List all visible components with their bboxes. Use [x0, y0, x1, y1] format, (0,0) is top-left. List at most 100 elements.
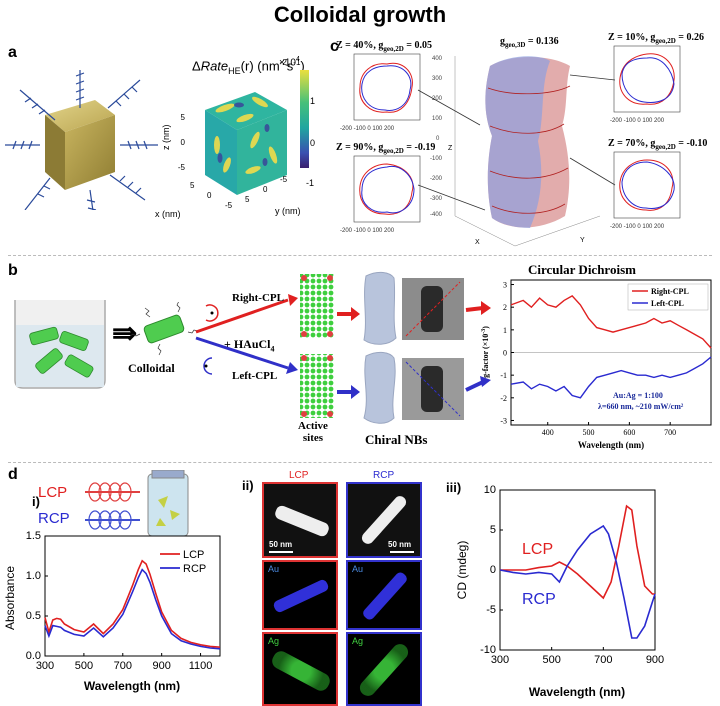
cross-section-z10: -200 -100 0 100 200: [610, 45, 681, 124]
heatmap-top-face: [205, 92, 287, 130]
svg-text:-400: -400: [430, 212, 443, 218]
center-y-axis: Y: [580, 237, 585, 244]
legend-right-cpl: Right-CPL: [651, 287, 689, 296]
cd-mdeg-chart: 10 5 0 -5 -10 300 500 700 900 LCP RCP Wavelengt…: [455, 484, 664, 699]
x-tick-2: -5: [225, 201, 233, 210]
z-tick-2: -5: [178, 163, 186, 172]
series-left-cpl: [510, 356, 712, 399]
y-tick-0: 5: [245, 195, 250, 204]
figure-title: Colloidal growth: [273, 2, 447, 27]
colorbar-tick-pos: 1: [310, 96, 316, 106]
left-cpl-label: Left-CPL: [232, 370, 278, 382]
cd-xtick: 400: [542, 428, 554, 437]
center-z-axis: Z: [448, 145, 453, 152]
annotation-light: λ=660 nm, ~210 mW/cm²: [598, 402, 684, 411]
cd-title: Circular Dichroism: [528, 262, 636, 277]
cd-xtick: 500: [583, 428, 595, 437]
cd-legend: Right-CPL Left-CPL: [627, 283, 709, 311]
panel-d-iii-label: iii): [446, 480, 462, 495]
svg-text:-200 -100 0 100 200: -200 -100 0 100 200: [610, 118, 665, 124]
col-label-lcp: LCP: [289, 470, 309, 481]
colorbar-scale: ×104: [279, 56, 300, 69]
legend-left-cpl: Left-CPL: [651, 299, 684, 308]
ag-map-lcp: Ag: [262, 632, 338, 706]
colloidal-rod: [130, 302, 199, 356]
cube-left-face: [45, 115, 65, 190]
active-sites-lattice: [300, 274, 334, 418]
cpl-arrows: [195, 294, 298, 375]
svg-text:-200 -100 0 100 200: -200 -100 0 100 200: [610, 224, 665, 230]
au-map-lcp: Au: [262, 560, 338, 630]
cdm-xlabel: Wavelength (nm): [529, 685, 625, 699]
abs-xtick: 900: [152, 660, 170, 672]
cdm-ytick: 0: [490, 564, 496, 576]
z-tick-1: 0: [181, 138, 186, 147]
chiral-nbs-label: Chiral NBs: [365, 432, 428, 447]
cube-top-face: [45, 100, 115, 132]
x-tick-0: 5: [190, 181, 195, 190]
cross-section-z40: -200 -100 0 100 200: [340, 53, 421, 132]
heatmap-left-face: [205, 110, 237, 195]
series-lcp: [44, 559, 221, 648]
cube-front-face: [65, 115, 115, 190]
active-sites-label: Active sites: [298, 420, 328, 444]
colorbar-tick-neg: -1: [306, 178, 315, 188]
abs-plot-frame: [44, 535, 221, 657]
abs-ylabel: Absorbance: [3, 566, 17, 630]
abs-xtick: 700: [114, 660, 132, 672]
abs-xtick: 300: [36, 660, 54, 672]
colorbar-title: ΔRateHE(r) (nm-2s-1): [192, 58, 305, 76]
series-rcp: [44, 568, 221, 650]
legend-lcp: LCP: [183, 549, 204, 561]
abs-xtick: 500: [75, 660, 93, 672]
cdm-ytick: -5: [486, 604, 496, 616]
cd-gfactor-chart: 3 2 1 0 -1 -2 -3 400 500 600 700 Right-CPL Left-C…: [481, 279, 712, 450]
cdm-ytick: 10: [484, 484, 496, 496]
center-x-axis: X: [475, 239, 480, 246]
nanorod-3d-plot: 400 300 200 100 0 -100 -200 -300 -400 Z …: [430, 56, 601, 247]
legend-rcp: RCP: [183, 563, 206, 575]
cd-xlabel: Wavelength (nm): [578, 440, 644, 450]
chiral-nanobars: [363, 271, 491, 424]
cd-xtick: 700: [664, 428, 676, 437]
cold-spots: [217, 102, 270, 166]
subplot-title-z10: Z = 10%, ggeo,2D = 0.26: [608, 32, 704, 45]
cd-ytick: -3: [500, 416, 507, 425]
y-tick-2: -5: [280, 175, 288, 184]
svg-text:400: 400: [432, 56, 443, 62]
abs-xlabel: Wavelength (nm): [84, 679, 180, 693]
svg-text:-200 -100 0 100 200: -200 -100 0 100 200: [340, 126, 395, 132]
absorbance-chart: 0.0 0.5 1.0 1.5 300 500 700 900 1100 LCP RCP Wa…: [3, 530, 221, 693]
cdm-xtick: 300: [491, 654, 509, 666]
cd-ytick: -2: [500, 394, 507, 403]
divider-1: [8, 255, 712, 256]
svg-text:300: 300: [432, 76, 443, 82]
cdm-xtick: 900: [646, 654, 664, 666]
rcp-beam-label: RCP: [38, 510, 70, 527]
abs-ytick: 0.5: [26, 610, 41, 622]
cdm-ytick: 5: [490, 524, 496, 536]
cd-lcp-label: LCP: [522, 541, 553, 558]
ligand-cube-illustration: [5, 70, 158, 210]
cdm-xtick: 500: [542, 654, 560, 666]
cdm-xtick: 700: [594, 654, 612, 666]
abs-xtick: 1100: [189, 660, 213, 672]
colorbar: [300, 70, 309, 168]
series-right-cpl: [510, 295, 712, 349]
cd-rcp-label: RCP: [522, 591, 556, 608]
haadf-rcp: 50 nm: [346, 482, 422, 558]
panel-c-label: c: [330, 38, 339, 55]
x-axis-label: x (nm): [155, 209, 181, 219]
panel-d-ii-label: ii): [242, 478, 254, 493]
subplot-title-z90: Z = 90%, ggeo,2D = -0.19: [336, 142, 436, 155]
cd-ytick: 2: [503, 303, 507, 312]
ligand-chains: [5, 70, 158, 210]
panel-d-label: d: [8, 466, 18, 483]
center-title: ggeo,3D = 0.136: [500, 36, 559, 49]
cd-ytick: 0: [503, 349, 507, 358]
panel-a-label: a: [8, 44, 17, 61]
annotation-ratio: Au:Ag = 1:100: [613, 391, 663, 400]
abs-legend: LCP RCP: [160, 549, 206, 575]
ag-map-rcp: Ag: [346, 632, 422, 706]
